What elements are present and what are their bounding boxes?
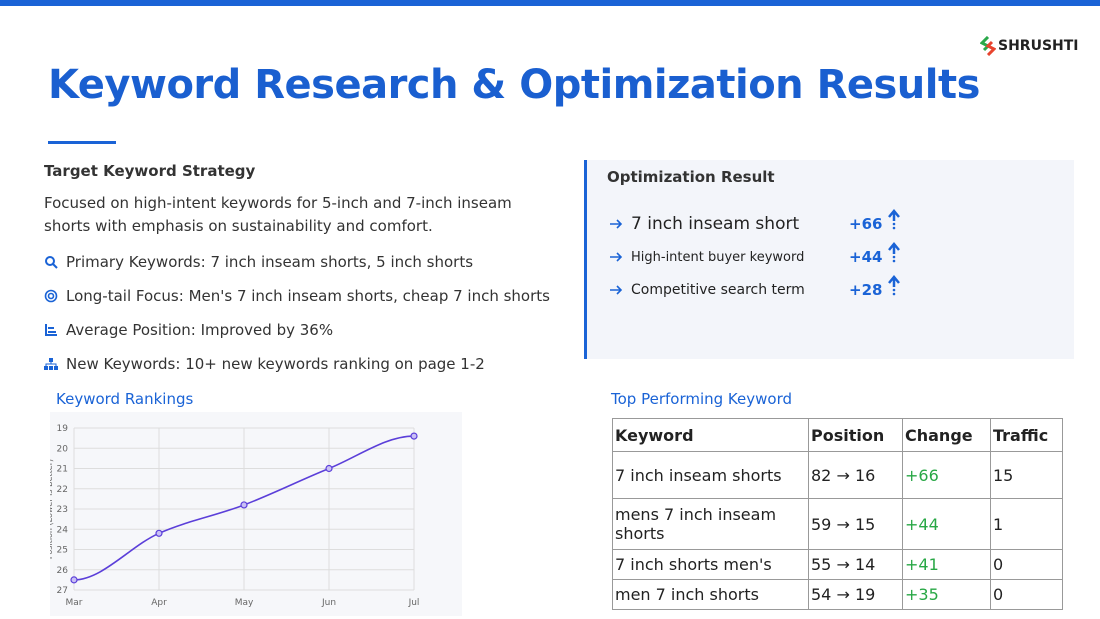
top-bar bbox=[0, 0, 1100, 6]
result-value: +28 bbox=[849, 281, 883, 299]
table-cell: 7 inch shorts men's bbox=[612, 549, 809, 580]
item-value: Men's 7 inch inseam shorts, cheap 7 inch… bbox=[188, 287, 550, 305]
y-tick-label: 27 bbox=[57, 586, 68, 596]
x-tick-label: Jul bbox=[408, 598, 420, 608]
table-cell: mens 7 inch inseam shorts bbox=[612, 498, 809, 550]
table-cell: +41 bbox=[902, 549, 991, 580]
result-item: 7 inch inseam short +66 bbox=[609, 209, 939, 235]
optimization-panel: Optimization Result 7 inch inseam short +… bbox=[584, 160, 1074, 359]
header-cell: Position bbox=[808, 418, 903, 452]
up-icon bbox=[888, 275, 900, 296]
table-cell: men 7 inch shorts bbox=[612, 579, 809, 610]
table-title: Top Performing Keyword bbox=[611, 390, 792, 408]
keyword-table: Keyword Position Change Traffic 7 inch insea… bbox=[612, 418, 1063, 610]
table-cell: 82 → 16 bbox=[808, 451, 903, 499]
table-row: men 7 inch shorts 54 → 19 +35 0 bbox=[612, 579, 1063, 610]
result-label: High-intent buyer keyword bbox=[631, 249, 805, 265]
brand: SHRUSHTI bbox=[998, 38, 1079, 54]
chart: 19 20 21 22 23 24 25 26 27 Mar Apr May Jun Jul Positio… bbox=[50, 412, 462, 616]
header-row: Keyword Position Change Traffic bbox=[612, 418, 1063, 452]
y-tick-label: 19 bbox=[57, 424, 69, 434]
item-label: New Keywords: bbox=[66, 355, 181, 373]
x-tick-label: Jun bbox=[321, 598, 336, 608]
table-cell: 1 bbox=[990, 498, 1063, 550]
result-label: Competitive search term bbox=[631, 282, 805, 298]
point bbox=[70, 576, 78, 584]
up-icon bbox=[888, 242, 900, 263]
header-cell: Change bbox=[902, 418, 991, 452]
point bbox=[155, 529, 163, 537]
table-row: mens 7 inch inseam shorts 59 → 15 +44 1 bbox=[612, 498, 1063, 550]
item-label: Primary Keywords: bbox=[66, 253, 206, 271]
table-cell: 54 → 19 bbox=[808, 579, 903, 610]
point bbox=[325, 464, 333, 473]
table-cell: +44 bbox=[902, 498, 991, 550]
x-tick-label: Mar bbox=[66, 598, 83, 608]
x-tick-label: May bbox=[235, 598, 254, 608]
item-value: Improved by 36% bbox=[200, 321, 334, 339]
table-cell: +35 bbox=[902, 579, 991, 610]
table-cell: 59 → 15 bbox=[808, 498, 903, 550]
item-value: 10+ new keywords ranking on page 1-2 bbox=[185, 355, 485, 373]
table-cell: +66 bbox=[902, 451, 991, 499]
chart-title: Keyword Rankings bbox=[56, 390, 194, 408]
y-tick-label: 22 bbox=[57, 485, 68, 495]
table-cell: 0 bbox=[990, 549, 1063, 580]
table-cell: 7 inch inseam shorts bbox=[612, 451, 809, 499]
point bbox=[410, 432, 418, 440]
icon bbox=[44, 358, 58, 370]
logo bbox=[980, 36, 996, 56]
strategy-item: Average Position: Improved by 36% bbox=[44, 321, 333, 339]
arrow-icon bbox=[610, 252, 623, 262]
title-rule bbox=[48, 141, 116, 144]
item-text: Average Position: Improved by 36% bbox=[66, 321, 333, 339]
result-label: 7 inch inseam short bbox=[631, 214, 800, 234]
title: Keyword Research & Optimization Results bbox=[48, 62, 980, 108]
arrow-icon bbox=[610, 219, 623, 229]
result-value: +44 bbox=[849, 248, 883, 266]
icon bbox=[45, 256, 58, 269]
chart-bg bbox=[50, 412, 462, 616]
y-tick-label: 21 bbox=[57, 465, 68, 475]
item-text: Primary Keywords: 7 inch inseam shorts, … bbox=[66, 253, 473, 271]
arrow-icon bbox=[610, 285, 623, 295]
table-row: 7 inch shorts men's 55 → 14 +41 0 bbox=[612, 549, 1063, 580]
panel-title: Optimization Result bbox=[607, 168, 775, 186]
table-row: 7 inch inseam shorts 82 → 16 +66 15 bbox=[612, 451, 1063, 499]
table-cell: 0 bbox=[990, 579, 1063, 610]
table-cell: 55 → 14 bbox=[808, 549, 903, 580]
header-cell: Keyword bbox=[612, 418, 809, 452]
item-label: Average Position: bbox=[66, 321, 196, 339]
x-tick-label: Apr bbox=[151, 598, 167, 608]
result-item: High-intent buyer keyword +44 bbox=[609, 242, 939, 268]
y-axis-label: Position (Lower is Better) bbox=[50, 459, 54, 559]
up-icon bbox=[888, 209, 900, 230]
description: Focused on high-intent keywords for 5-in… bbox=[44, 194, 512, 235]
y-tick-label: 23 bbox=[57, 505, 68, 515]
strategy-item: New Keywords: 10+ new keywords ranking o… bbox=[44, 355, 485, 373]
strategy-item: Long-tail Focus: Men's 7 inch inseam sho… bbox=[44, 287, 550, 305]
result-item: Competitive search term +28 bbox=[609, 275, 939, 301]
icon bbox=[45, 324, 57, 336]
item-text: Long-tail Focus: Men's 7 inch inseam sho… bbox=[66, 287, 550, 305]
item-label: Long-tail Focus: bbox=[66, 287, 184, 305]
item-text: New Keywords: 10+ new keywords ranking o… bbox=[66, 355, 485, 373]
y-tick-label: 26 bbox=[57, 566, 69, 576]
y-tick-label: 24 bbox=[57, 525, 69, 535]
y-tick-label: 25 bbox=[57, 546, 68, 556]
header-cell: Traffic bbox=[990, 418, 1063, 452]
point bbox=[240, 501, 248, 509]
y-tick-label: 20 bbox=[57, 444, 69, 454]
item-value: 7 inch inseam shorts, 5 inch shorts bbox=[210, 253, 474, 271]
section-title: Target Keyword Strategy bbox=[44, 162, 256, 180]
table-cell: 15 bbox=[990, 451, 1063, 499]
result-value: +66 bbox=[849, 215, 883, 233]
strategy-item: Primary Keywords: 7 inch inseam shorts, … bbox=[44, 253, 473, 271]
icon bbox=[44, 289, 58, 303]
